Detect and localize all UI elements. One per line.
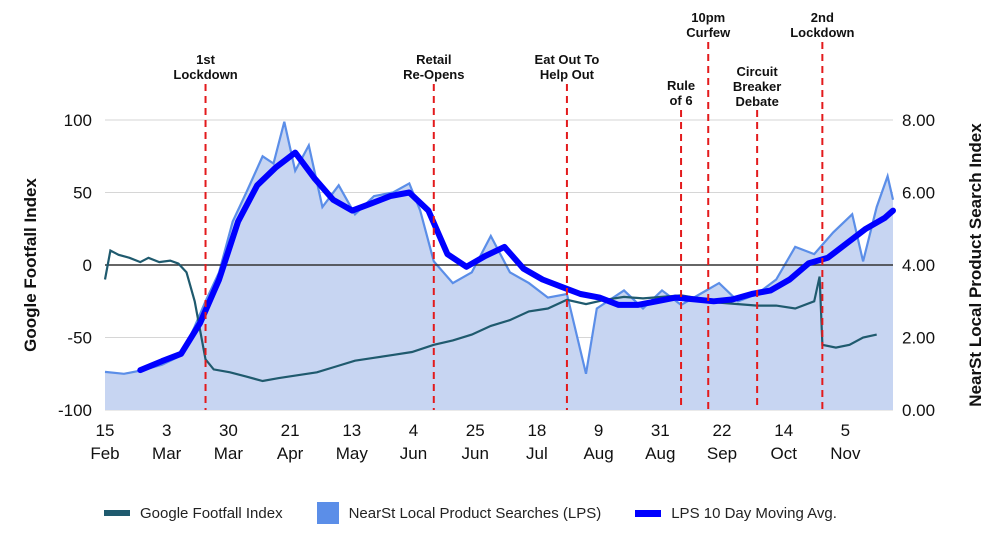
y-right-tick: 4.00: [902, 256, 935, 275]
x-tick-day: 9: [594, 421, 603, 440]
y-left-tick: 100: [64, 111, 92, 130]
event-label: 2nd: [811, 10, 834, 25]
event-label: of 6: [669, 93, 692, 108]
legend-label-moving-avg: LPS 10 Day Moving Avg.: [671, 504, 837, 522]
x-tick-month: Aug: [645, 444, 675, 463]
x-tick-day: 25: [466, 421, 485, 440]
y-left-tick: 50: [73, 184, 92, 203]
y-right-tick: 6.00: [902, 184, 935, 203]
legend: Google Footfall Index NearSt Local Produ…: [104, 500, 871, 526]
moving-avg-line: [137, 149, 896, 374]
event-label: Re-Opens: [403, 67, 464, 82]
legend-swatch-moving-avg: [635, 509, 662, 517]
x-tick-month: Mar: [214, 444, 244, 463]
event-label: Rule: [667, 78, 695, 93]
x-tick-month: Jun: [461, 444, 488, 463]
y-left-tick: -50: [67, 329, 92, 348]
x-tick-day: 22: [713, 421, 732, 440]
event-label: Curfew: [686, 25, 731, 40]
x-tick-day: 13: [342, 421, 361, 440]
x-tick-day: 5: [841, 421, 850, 440]
x-tick-day: 4: [409, 421, 418, 440]
legend-item-lps: NearSt Local Product Searches (LPS): [316, 502, 602, 524]
lps-line: [104, 121, 895, 375]
x-tick-month: Nov: [830, 444, 861, 463]
y-right-axis-title: NearSt Local Product Search Index: [966, 123, 985, 407]
y-right-tick: 8.00: [902, 111, 935, 130]
legend-label-footfall: Google Footfall Index: [140, 504, 283, 522]
x-tick-month: Aug: [583, 444, 613, 463]
legend-item-moving-avg: LPS 10 Day Moving Avg.: [635, 505, 837, 522]
x-tick-day: 21: [281, 421, 300, 440]
x-tick-day: 14: [774, 421, 793, 440]
x-tick-month: Feb: [90, 444, 119, 463]
x-tick-day: 3: [162, 421, 171, 440]
y-right-tick: 2.00: [902, 329, 935, 348]
event-label: Breaker: [733, 79, 781, 94]
x-tick-day: 18: [527, 421, 546, 440]
x-tick-month: Mar: [152, 444, 182, 463]
y-left-axis-title: Google Footfall Index: [21, 178, 40, 352]
event-label: 1st: [196, 52, 215, 67]
y-left-tick: -100: [58, 401, 92, 420]
legend-swatch-footfall: [104, 510, 130, 516]
y-right-tick: 0.00: [902, 401, 935, 420]
event-label: Debate: [735, 94, 778, 109]
x-tick-month: Sep: [707, 444, 737, 463]
x-tick-day: 15: [96, 421, 115, 440]
x-tick-day: 30: [219, 421, 238, 440]
x-tick-month: Jul: [526, 444, 548, 463]
footfall-line: [103, 248, 877, 383]
event-label: Lockdown: [790, 25, 854, 40]
x-tick-month: Jun: [400, 444, 427, 463]
y-left-tick: 0: [83, 256, 92, 275]
event-label: Lockdown: [173, 67, 237, 82]
event-label: Retail: [416, 52, 451, 67]
legend-item-footfall: Google Footfall Index: [104, 505, 283, 522]
legend-swatch-lps: [316, 502, 339, 524]
event-label: Help Out: [540, 67, 595, 82]
x-tick-month: Apr: [277, 444, 304, 463]
lps-area: [105, 121, 893, 411]
x-tick-month: Oct: [770, 444, 797, 463]
event-label: 10pm: [691, 10, 725, 25]
event-label: Circuit: [737, 64, 779, 79]
x-tick-day: 31: [651, 421, 670, 440]
event-label: Eat Out To: [535, 52, 600, 67]
legend-label-lps: NearSt Local Product Searches (LPS): [348, 504, 602, 522]
x-tick-month: May: [336, 444, 369, 463]
